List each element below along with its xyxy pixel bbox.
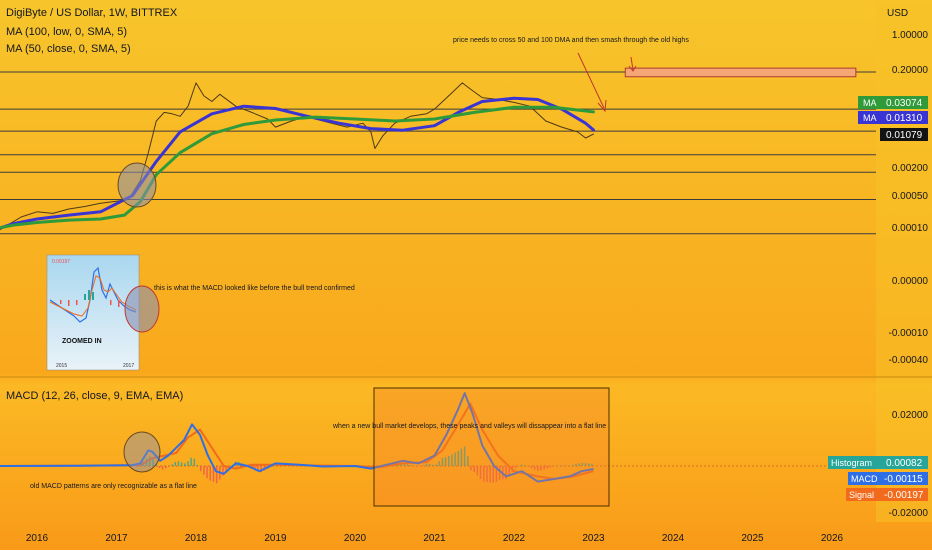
macd-old-pattern-circle <box>124 432 160 472</box>
inset-year-start: 2015 <box>56 363 67 369</box>
histogram-tag-label: Histogram <box>831 458 872 468</box>
macd-indicator-label: MACD (12, 26, close, 9, EMA, EMA) <box>6 390 183 402</box>
histogram-bar-54 <box>165 466 167 468</box>
inset-title: ZOOMED IN <box>62 338 102 345</box>
y-tick-7: -0.00040 <box>889 355 929 366</box>
y-tick-2: 0.00200 <box>892 163 929 174</box>
x-tick-2024: 2024 <box>662 533 685 544</box>
ma-100-label: MA (100, low, 0, SMA, 5) <box>6 26 127 38</box>
x-tick-2026: 2026 <box>821 533 844 544</box>
histogram-bar-58 <box>178 461 180 466</box>
histogram-bar-55 <box>168 466 170 467</box>
histogram-bar-60 <box>184 463 186 466</box>
breakout-circle <box>118 163 156 207</box>
x-tick-2016: 2016 <box>26 533 49 544</box>
old-macd-note: old MACD patterns are only recognizable … <box>30 483 197 490</box>
ma-green-tag-label: MA <box>863 98 877 108</box>
histogram-bar-62 <box>190 458 192 466</box>
x-tick-2019: 2019 <box>264 533 287 544</box>
inset-year-end: 2017 <box>123 363 134 369</box>
price-value: 0.01079 <box>886 130 923 141</box>
bull-market-note: when a new bull market develops, these p… <box>332 423 606 430</box>
ma-blue-tag-label: MA <box>863 113 877 123</box>
histogram-bar-65 <box>200 466 202 471</box>
target-zone <box>625 68 856 77</box>
x-tick-2023: 2023 <box>582 533 605 544</box>
histogram-bar-63 <box>194 459 196 466</box>
histogram-bar-70 <box>216 466 218 483</box>
histogram-value: 0.00082 <box>886 458 923 469</box>
y-tick-1: 0.20000 <box>892 65 929 76</box>
x-tick-2020: 2020 <box>344 533 367 544</box>
histogram-bar-57 <box>175 462 177 466</box>
histogram-bar-61 <box>187 461 189 466</box>
signal-tag-label: Signal <box>849 490 874 500</box>
y-tick-0: 1.00000 <box>892 30 929 41</box>
x-tick-2017: 2017 <box>105 533 128 544</box>
inset-circle <box>125 286 159 332</box>
macd-highlight-box <box>374 388 609 506</box>
histogram-bar-66 <box>203 466 205 475</box>
macd-before-note: this is what the MACD looked like before… <box>154 285 355 292</box>
y-tick-4: 0.00010 <box>892 223 929 234</box>
x-tick-2022: 2022 <box>503 533 526 544</box>
histogram-bar-56 <box>171 464 173 466</box>
ma-blue-value: 0.01310 <box>886 113 923 124</box>
histogram-bar-52 <box>159 466 161 468</box>
histogram-bar-68 <box>210 466 212 481</box>
currency-label: USD <box>887 8 908 19</box>
x-tick-2018: 2018 <box>185 533 208 544</box>
inset-value: 0.00197 <box>52 259 70 265</box>
macd-y-tick-0: 0.02000 <box>892 410 929 421</box>
y-tick-6: -0.00010 <box>889 328 929 339</box>
y-tick-3: 0.00050 <box>892 191 929 202</box>
chart-title: DigiByte / US Dollar, 1W, BITTREX <box>6 7 178 19</box>
macd-value: -0.00115 <box>884 474 923 485</box>
macd-y-tick-2: -0.02000 <box>889 508 929 519</box>
price-note: price needs to cross 50 and 100 DMA and … <box>453 37 689 44</box>
target-zone-rect <box>625 68 856 77</box>
ma-50-label: MA (50, close, 0, SMA, 5) <box>6 43 131 55</box>
histogram-bar-67 <box>206 466 208 478</box>
ma-green-value: 0.03074 <box>886 98 923 109</box>
macd-tag-label: MACD <box>851 474 878 484</box>
price-axis-background <box>876 0 932 522</box>
signal-value: -0.00197 <box>884 490 924 501</box>
x-tick-2025: 2025 <box>741 533 764 544</box>
histogram-bar-59 <box>181 462 183 466</box>
histogram-bar-64 <box>197 465 199 466</box>
histogram-bar-53 <box>162 466 164 470</box>
y-tick-5: 0.00000 <box>892 276 929 287</box>
x-tick-2021: 2021 <box>423 533 446 544</box>
